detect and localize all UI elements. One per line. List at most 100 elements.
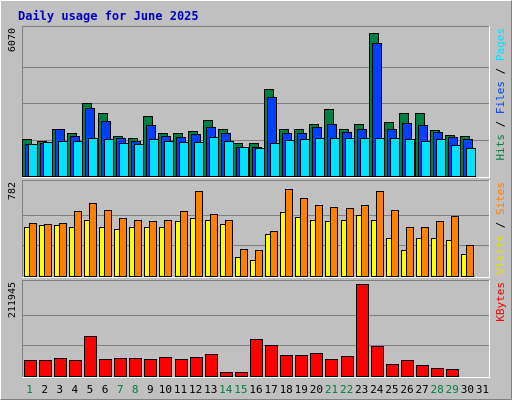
legend-entry-visits: Visits — [494, 235, 507, 275]
bar-pages-day-25 — [390, 138, 400, 177]
x-tick-label: 21 — [325, 383, 338, 396]
bar-sites-day-6 — [104, 210, 112, 277]
panel-kbytes: 211945 KBytes — [7, 280, 507, 378]
bar-pages-day-24 — [375, 138, 385, 177]
bar-kbytes-day-1 — [24, 360, 37, 377]
x-tick-label: 24 — [370, 383, 384, 396]
bar-pages-day-13 — [209, 137, 219, 177]
x-tick-label: 17 — [264, 383, 277, 396]
x-tick-label: 15 — [234, 383, 247, 396]
bar-pages-day-10 — [164, 141, 174, 177]
bar-pages-day-6 — [104, 139, 114, 177]
bar-pages-day-30 — [466, 148, 476, 177]
bar-sites-day-24 — [376, 191, 384, 277]
x-tick-label: 28 — [431, 383, 444, 396]
bar-sites-day-12 — [195, 191, 203, 277]
bar-pages-day-8 — [134, 144, 144, 177]
bar-pages-day-23 — [360, 138, 370, 177]
bar-kbytes-day-8 — [129, 358, 142, 377]
panel-requests: 6070 Hits / Files / Pages — [7, 26, 507, 178]
bar-kbytes-day-26 — [401, 360, 414, 377]
legend-separator: / — [494, 215, 507, 235]
bar-kbytes-day-4 — [69, 360, 82, 377]
x-tick-label: 27 — [415, 383, 428, 396]
x-tick-label: 8 — [132, 383, 139, 396]
bar-pages-day-26 — [405, 139, 415, 177]
x-tick-label: 7 — [117, 383, 124, 396]
x-tick-label: 16 — [249, 383, 262, 396]
bar-pages-day-15 — [239, 147, 249, 177]
x-tick-label: 20 — [310, 383, 323, 396]
legend-entry-pages: Pages — [494, 28, 507, 61]
x-tick-label: 25 — [385, 383, 398, 396]
bar-kbytes-day-10 — [159, 357, 172, 377]
bar-sites-day-26 — [406, 227, 414, 277]
bar-kbytes-day-12 — [190, 357, 203, 377]
x-tick-label: 31 — [476, 383, 489, 396]
bar-sites-day-5 — [89, 203, 97, 277]
x-tick-label: 11 — [174, 383, 187, 396]
bar-sites-day-23 — [361, 205, 369, 277]
bar-pages-day-12 — [194, 142, 204, 177]
bar-kbytes-day-2 — [39, 360, 52, 377]
x-tick-label: 14 — [219, 383, 233, 396]
bar-kbytes-day-25 — [386, 364, 399, 377]
bar-kbytes-day-18 — [280, 355, 293, 377]
bar-kbytes-day-15 — [235, 372, 248, 377]
x-tick-label: 12 — [189, 383, 202, 396]
legend-entry-hits: Hits — [494, 134, 507, 161]
bar-sites-day-1 — [29, 223, 37, 277]
bar-kbytes-day-19 — [295, 355, 308, 377]
bar-sites-day-15 — [240, 249, 248, 277]
x-tick-label: 22 — [340, 383, 353, 396]
bar-kbytes-day-3 — [54, 358, 67, 377]
bar-kbytes-day-7 — [114, 358, 127, 377]
bar-kbytes-day-29 — [446, 369, 459, 377]
bar-pages-day-16 — [255, 148, 265, 177]
x-tick-label: 18 — [280, 383, 293, 396]
bar-sites-day-22 — [346, 208, 354, 277]
x-tick-label: 29 — [446, 383, 459, 396]
chart-title: Daily usage for June 2025 — [18, 9, 199, 23]
bar-pages-day-20 — [315, 138, 325, 177]
bar-sites-day-2 — [44, 224, 52, 277]
bar-sites-day-30 — [466, 245, 474, 277]
bar-pages-day-7 — [119, 143, 129, 177]
series-legend: Hits / Files / Pages — [494, 28, 507, 161]
x-tick-label: 4 — [72, 383, 79, 396]
series-legend: KBytes — [494, 282, 507, 322]
bar-pages-day-27 — [421, 141, 431, 177]
bar-pages-day-19 — [300, 139, 310, 177]
bar-pages-day-14 — [224, 141, 234, 177]
bar-kbytes-day-5 — [84, 336, 97, 377]
series-legend: Visits / Sites — [494, 182, 507, 275]
bar-sites-day-27 — [421, 227, 429, 277]
bar-kbytes-day-17 — [265, 345, 278, 377]
legend-separator: / — [494, 61, 507, 81]
bar-sites-day-11 — [180, 211, 188, 277]
bar-kbytes-day-24 — [371, 346, 384, 377]
bar-sites-day-19 — [300, 198, 308, 277]
legend-separator: / — [494, 114, 507, 134]
bar-sites-day-3 — [59, 223, 67, 277]
bar-kbytes-day-6 — [99, 359, 112, 377]
x-tick-label: 10 — [159, 383, 172, 396]
bar-kbytes-day-11 — [175, 359, 188, 377]
legend-entry-files: Files — [494, 81, 507, 114]
x-tick-label: 26 — [400, 383, 413, 396]
bar-sites-day-7 — [119, 218, 127, 277]
bar-pages-day-29 — [451, 145, 461, 177]
bar-kbytes-day-23 — [356, 284, 369, 377]
x-tick-label: 2 — [41, 383, 48, 396]
bar-pages-day-1 — [28, 144, 38, 177]
x-tick-label: 13 — [204, 383, 217, 396]
x-tick-label: 1 — [26, 383, 33, 396]
bar-kbytes-day-27 — [416, 365, 429, 377]
bar-kbytes-day-22 — [341, 356, 354, 377]
y-max-label: 211945 — [7, 282, 18, 318]
bar-pages-day-2 — [43, 142, 53, 177]
bar-kbytes-day-13 — [205, 354, 218, 377]
x-tick-label: 3 — [56, 383, 63, 396]
bar-pages-day-3 — [58, 141, 68, 177]
bar-sites-day-4 — [74, 211, 82, 277]
